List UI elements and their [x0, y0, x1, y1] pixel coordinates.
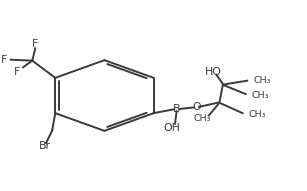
Text: CH₃: CH₃: [252, 91, 269, 100]
Text: F: F: [32, 39, 38, 49]
Text: Br: Br: [38, 141, 51, 151]
Text: OH: OH: [164, 123, 181, 133]
Text: CH₃: CH₃: [253, 76, 271, 85]
Text: CH₃: CH₃: [249, 110, 266, 119]
Text: CH₃: CH₃: [194, 114, 212, 123]
Text: B: B: [173, 104, 181, 114]
Text: F: F: [1, 55, 7, 65]
Text: F: F: [14, 66, 20, 77]
Text: HO: HO: [205, 67, 222, 77]
Text: O: O: [192, 102, 201, 112]
